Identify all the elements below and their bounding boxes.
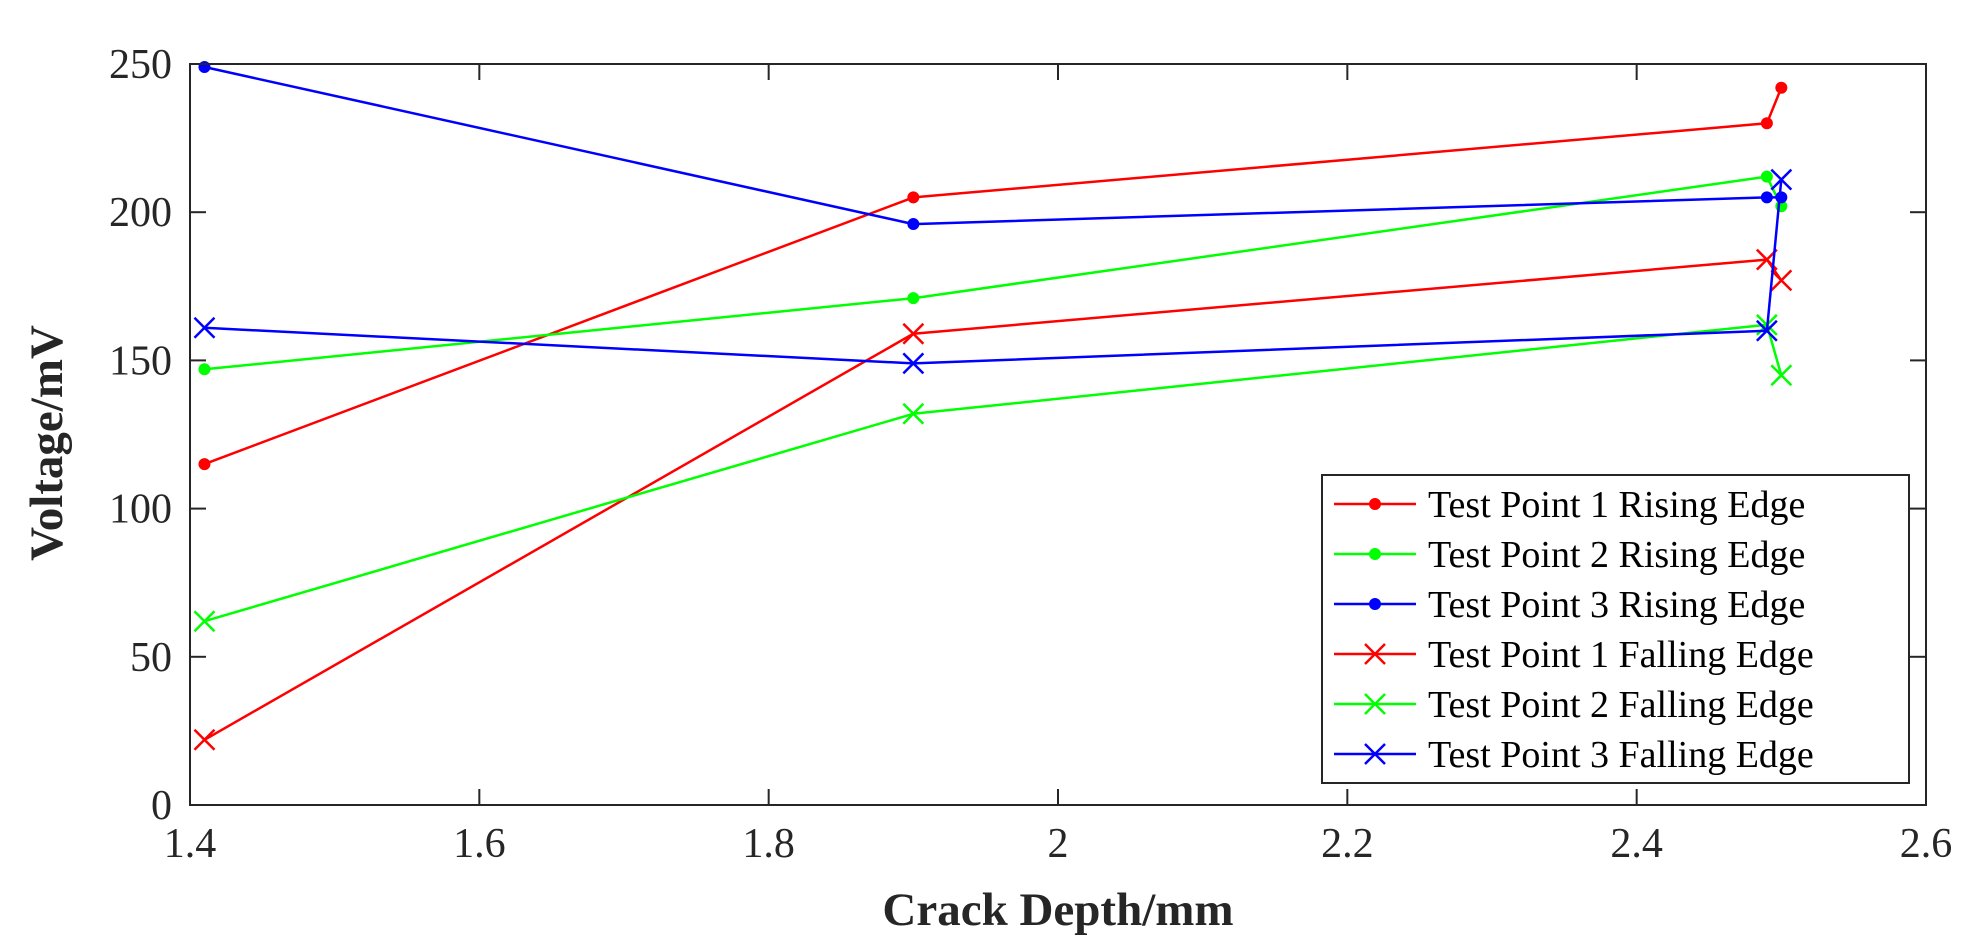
x-tick-label: 1.6 bbox=[453, 821, 506, 867]
legend-marker bbox=[1364, 643, 1386, 665]
series-6-point-2 bbox=[902, 352, 925, 375]
legend-entry-6: Test Point 3 Falling Edge bbox=[1334, 734, 1814, 776]
legend-marker bbox=[1369, 498, 1381, 510]
series-1-point-1 bbox=[198, 458, 211, 471]
series-1-line bbox=[204, 87, 1783, 466]
series-1 bbox=[198, 81, 1788, 471]
series-6-point-2-stroke-b bbox=[902, 352, 925, 375]
y-axis-label: Voltage/mV bbox=[21, 325, 73, 561]
series-6-point-3 bbox=[1755, 319, 1778, 342]
y-tick-label: 150 bbox=[109, 338, 172, 384]
series-4-point-2-stroke-b bbox=[902, 322, 925, 345]
series-1-point-3 bbox=[1760, 117, 1773, 130]
legend-entry-2: Test Point 2 Rising Edge bbox=[1334, 534, 1805, 576]
legend-label: Test Point 2 Rising Edge bbox=[1428, 534, 1805, 576]
series-4 bbox=[193, 248, 1793, 751]
legend-marker bbox=[1364, 743, 1386, 765]
axes: 1.4 1.6 1.8 2 2.2 2.4 2.6 0 50 100 150 200 250 bbox=[109, 42, 1952, 867]
series-5-point-1-stroke-b bbox=[193, 610, 216, 633]
series-4-point-4-stroke-b bbox=[1770, 269, 1793, 292]
legend-marker bbox=[1369, 598, 1381, 610]
x-tick-label: 1.4 bbox=[164, 821, 217, 867]
series-2-point-3 bbox=[1760, 170, 1773, 183]
series-6 bbox=[193, 168, 1793, 375]
legend-entry-5: Test Point 2 Falling Edge bbox=[1334, 684, 1814, 726]
x-tick-label: 1.8 bbox=[742, 821, 795, 867]
series-5-point-2-stroke-b bbox=[902, 402, 925, 425]
series-1-point-2 bbox=[907, 191, 920, 204]
series-5-line bbox=[204, 323, 1783, 623]
series-6-point-4 bbox=[1770, 168, 1793, 191]
series-3-point-3 bbox=[1760, 191, 1773, 204]
legend-marker bbox=[1369, 548, 1381, 560]
y-tick-label: 50 bbox=[130, 635, 172, 681]
legend-label: Test Point 1 Falling Edge bbox=[1428, 634, 1814, 676]
series-4-point-1 bbox=[193, 728, 216, 751]
series-6-point-4-stroke-b bbox=[1770, 168, 1793, 191]
y-tick-label: 0 bbox=[151, 783, 172, 829]
series-2-point-1 bbox=[198, 363, 211, 376]
legend-box bbox=[1321, 474, 1910, 784]
series-4-point-1-stroke-b bbox=[193, 728, 216, 751]
legend-marker bbox=[1364, 693, 1386, 715]
series-6-point-3-stroke-b bbox=[1755, 319, 1778, 342]
legend-marker-stroke-b bbox=[1364, 693, 1386, 715]
x-tick-label: 2 bbox=[1048, 821, 1069, 867]
series-3-point-2 bbox=[907, 218, 920, 231]
series-1-point-4 bbox=[1775, 81, 1788, 94]
series-layer bbox=[193, 60, 1793, 751]
x-axis-label: Crack Depth/mm bbox=[882, 884, 1233, 936]
y-tick-label: 100 bbox=[109, 487, 172, 533]
series-5-point-2 bbox=[902, 402, 925, 425]
series-4-point-2 bbox=[902, 322, 925, 345]
series-2 bbox=[198, 170, 1788, 376]
series-6-point-1-stroke-b bbox=[193, 316, 216, 339]
legend-entry-3: Test Point 3 Rising Edge bbox=[1334, 584, 1805, 626]
legend-marker-stroke-b bbox=[1364, 643, 1386, 665]
series-4-line bbox=[203, 258, 1783, 741]
legend-label: Test Point 3 Rising Edge bbox=[1428, 584, 1805, 626]
series-5-point-4 bbox=[1770, 364, 1793, 387]
x-tick-label: 2.6 bbox=[1900, 821, 1953, 867]
series-5-point-1 bbox=[193, 610, 216, 633]
legend: Test Point 1 Rising Edge Test Point 2 Ris… bbox=[1321, 474, 1910, 784]
series-5-point-4-stroke-b bbox=[1770, 364, 1793, 387]
series-6-line bbox=[204, 179, 1783, 365]
legend-entry-1: Test Point 1 Rising Edge bbox=[1334, 484, 1805, 526]
series-4-point-4 bbox=[1770, 269, 1793, 292]
legend-label: Test Point 2 Falling Edge bbox=[1428, 684, 1814, 726]
legend-label: Test Point 3 Falling Edge bbox=[1428, 734, 1814, 776]
series-3-line bbox=[204, 65, 1782, 226]
x-tick-label: 2.4 bbox=[1610, 821, 1663, 867]
legend-entry-4: Test Point 1 Falling Edge bbox=[1334, 634, 1814, 676]
y-tick-label: 200 bbox=[109, 190, 172, 236]
series-6-point-1 bbox=[193, 316, 216, 339]
legend-label: Test Point 1 Rising Edge bbox=[1428, 484, 1805, 526]
x-tick-label: 2.2 bbox=[1321, 821, 1374, 867]
y-tick-label: 250 bbox=[109, 42, 172, 88]
series-3-point-4 bbox=[1775, 191, 1788, 204]
series-2-point-2 bbox=[907, 292, 920, 305]
series-2-line bbox=[204, 175, 1783, 371]
legend-marker-stroke-b bbox=[1364, 743, 1386, 765]
